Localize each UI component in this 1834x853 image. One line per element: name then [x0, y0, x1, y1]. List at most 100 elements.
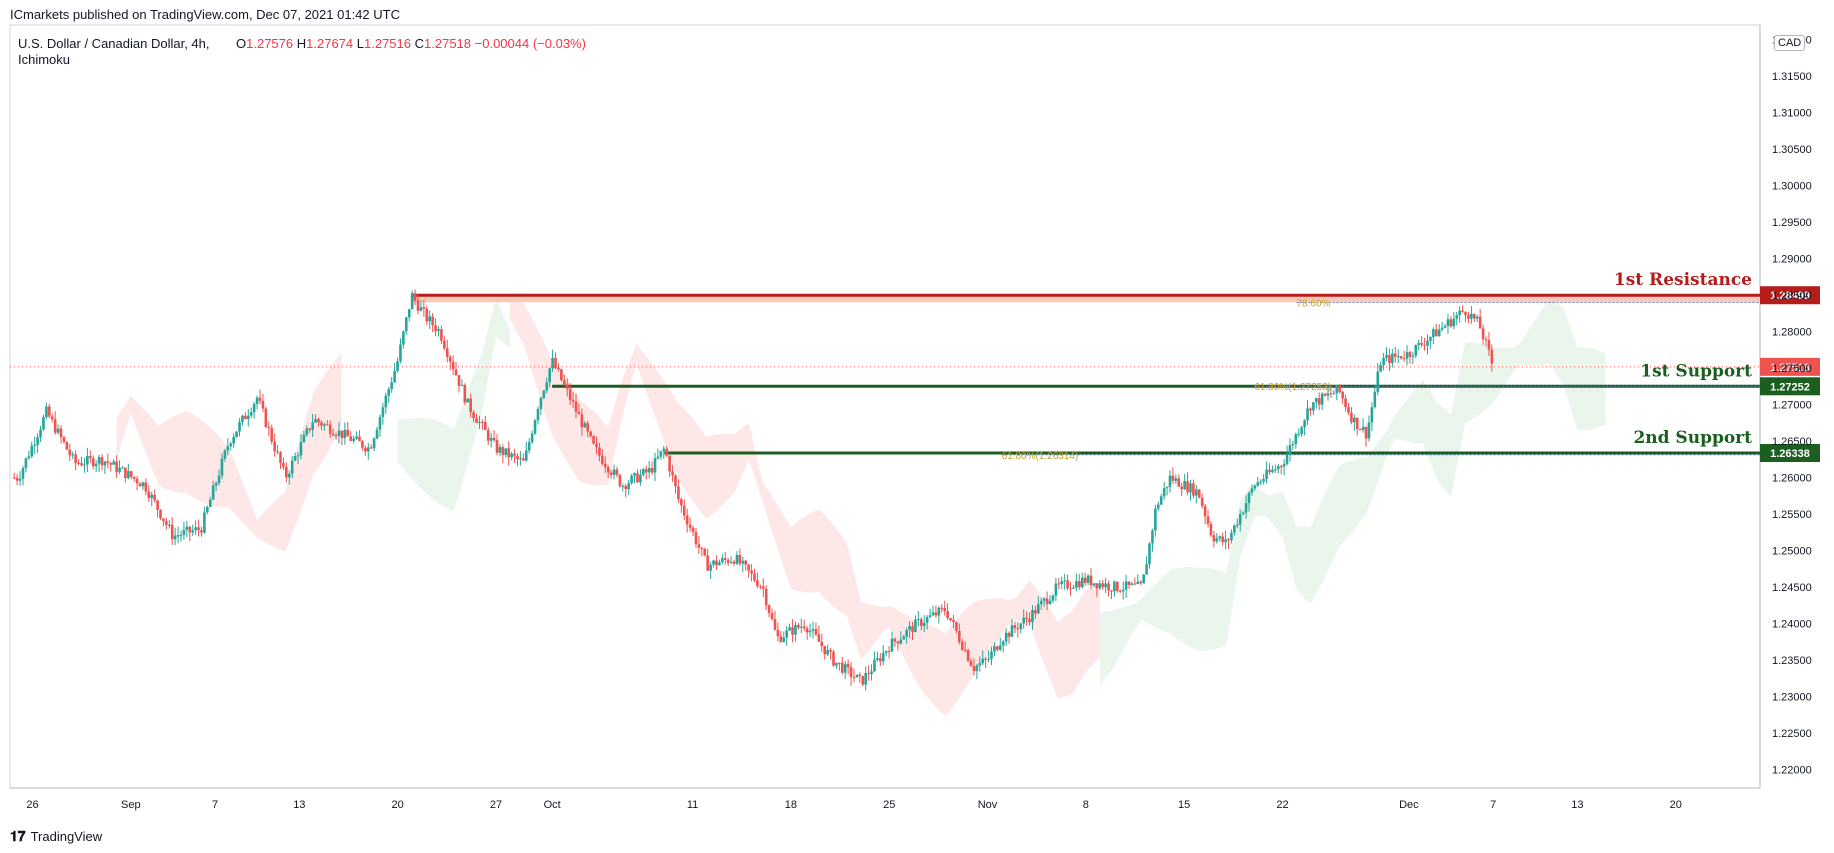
- candle-body: [457, 375, 461, 386]
- candle-body: [890, 638, 894, 652]
- low-value: 1.27516: [364, 36, 411, 51]
- candle-body: [478, 422, 481, 424]
- candle-body: [1309, 408, 1312, 411]
- candle-body: [598, 447, 601, 456]
- candle-body: [542, 390, 546, 398]
- candle-body: [100, 457, 104, 466]
- candle-body: [718, 562, 721, 566]
- candle-body: [858, 674, 862, 677]
- candle-body: [1449, 319, 1453, 327]
- candle-body: [1127, 581, 1131, 585]
- candle-body: [697, 544, 701, 548]
- candle-body: [615, 469, 619, 475]
- candle-body: [188, 526, 192, 533]
- candle-body: [1285, 454, 1289, 465]
- candle-body: [879, 658, 882, 662]
- candle-body: [451, 361, 455, 370]
- candle-body: [191, 530, 195, 533]
- candle-body: [498, 447, 502, 453]
- time-tick-label: Dec: [1399, 799, 1419, 811]
- candle-body: [173, 535, 177, 540]
- low-label: L: [356, 36, 364, 51]
- currency-badge[interactable]: CAD: [1774, 35, 1806, 51]
- candle-body: [346, 429, 350, 437]
- candle-body: [94, 463, 98, 467]
- candle-body: [741, 560, 745, 564]
- candle-body: [788, 627, 791, 631]
- candle-body: [1312, 402, 1315, 411]
- candle-body: [238, 422, 241, 432]
- candle-body: [782, 637, 786, 642]
- candle-body: [940, 607, 944, 609]
- candle-body: [1139, 581, 1143, 584]
- candle-body: [773, 619, 777, 630]
- candle-body: [539, 397, 543, 410]
- candle-body: [208, 499, 212, 508]
- candle-body: [779, 636, 783, 642]
- candle-body: [1066, 580, 1069, 589]
- level-price-tag: [1760, 286, 1820, 305]
- candle-body: [1177, 478, 1181, 487]
- level-price-label: 1.28499: [1770, 290, 1810, 302]
- level-name: 1st Support: [1640, 361, 1752, 381]
- candle-body: [870, 671, 873, 675]
- candle-body: [249, 412, 253, 416]
- candle-body: [1478, 316, 1482, 329]
- fib-label: 61.80%(1.26314): [1002, 451, 1079, 462]
- candle-body: [1195, 489, 1198, 496]
- candle-body: [1268, 469, 1271, 473]
- candle-body: [203, 512, 206, 533]
- candle-body: [952, 620, 955, 623]
- candle-body: [1151, 530, 1154, 544]
- candle-body: [978, 663, 982, 666]
- cloud-bullish: [397, 297, 510, 512]
- candle-body: [103, 461, 107, 466]
- candle-body: [1279, 466, 1283, 468]
- candle-body: [636, 473, 639, 483]
- candle-body: [1458, 310, 1461, 316]
- candle-body: [1013, 625, 1017, 629]
- candle-body: [855, 674, 859, 678]
- candle-body: [1443, 325, 1447, 328]
- candle-body: [340, 430, 344, 439]
- candle-body: [1402, 358, 1406, 360]
- candle-body: [1347, 407, 1350, 413]
- candle-body: [1282, 464, 1286, 467]
- candle-body: [747, 564, 750, 571]
- candle-body: [1437, 329, 1441, 337]
- candle-body: [577, 411, 581, 415]
- candle-body: [1274, 469, 1277, 471]
- candle-body: [1271, 469, 1274, 473]
- candle-body: [524, 450, 528, 461]
- candle-body: [1393, 353, 1397, 357]
- candle-body: [1432, 329, 1435, 338]
- candle-body: [1080, 577, 1084, 588]
- price-tick-label: 1.27500: [1772, 363, 1812, 375]
- candle-body: [1276, 466, 1280, 470]
- candle-body: [653, 458, 657, 473]
- candle-body: [246, 415, 250, 420]
- candle-body: [296, 455, 300, 457]
- candle-body: [1118, 590, 1122, 592]
- candle-body: [601, 455, 604, 464]
- candle-body: [592, 436, 595, 444]
- candle-body: [384, 395, 388, 408]
- candle-body: [481, 422, 484, 424]
- candle-body: [993, 646, 996, 652]
- candle-body: [1332, 393, 1336, 395]
- candle-body: [53, 419, 57, 433]
- candle-body: [1353, 417, 1356, 423]
- candle-body: [1159, 496, 1163, 505]
- candle-body: [118, 467, 121, 472]
- candle-body: [618, 474, 622, 487]
- candle-body: [893, 638, 897, 642]
- candle-body: [510, 453, 513, 458]
- candle-body: [1297, 434, 1301, 436]
- candle-body: [226, 446, 230, 451]
- candle-body: [1244, 503, 1248, 513]
- candle-body: [1341, 391, 1344, 399]
- fib-label: 78.60%: [1297, 298, 1331, 309]
- candle-body: [279, 452, 282, 463]
- candle-body: [1358, 429, 1362, 431]
